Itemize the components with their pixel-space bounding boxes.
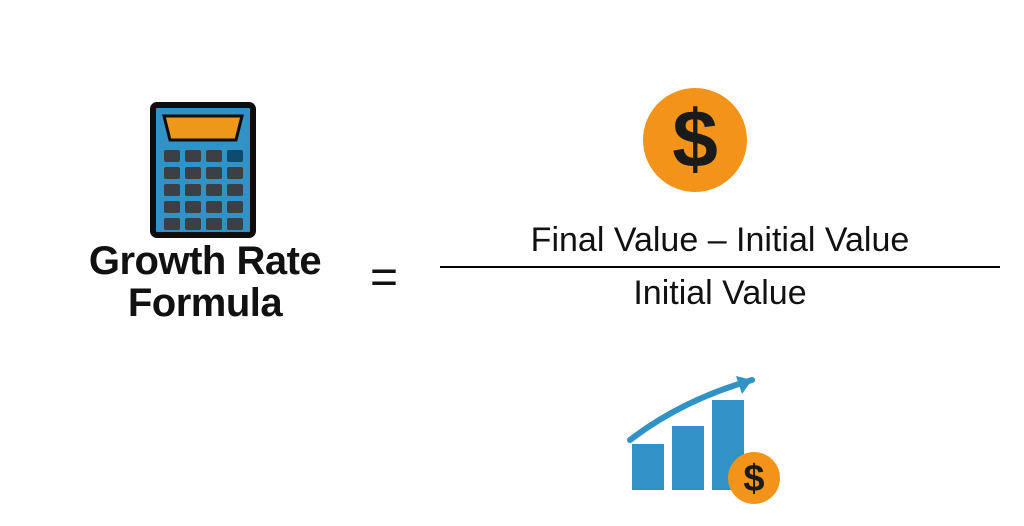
dollar-symbol: $ (672, 94, 718, 185)
dollar-coin-icon: $ (640, 85, 750, 200)
formula-title: Growth Rate Formula (60, 240, 350, 324)
calculator-icon (148, 100, 258, 245)
equals-sign: = (370, 250, 398, 305)
denominator-text: Initial Value (440, 268, 1000, 319)
title-line-1: Growth Rate (89, 239, 321, 283)
formula-infographic: Growth Rate Formula = $ Final Value – In… (0, 0, 1024, 526)
svg-text:$: $ (743, 458, 764, 500)
growth-chart-icon: $ (612, 370, 812, 515)
formula-fraction: Final Value – Initial Value Initial Valu… (440, 215, 1000, 319)
numerator-text: Final Value – Initial Value (440, 215, 1000, 266)
title-line-2: Formula (128, 281, 282, 325)
